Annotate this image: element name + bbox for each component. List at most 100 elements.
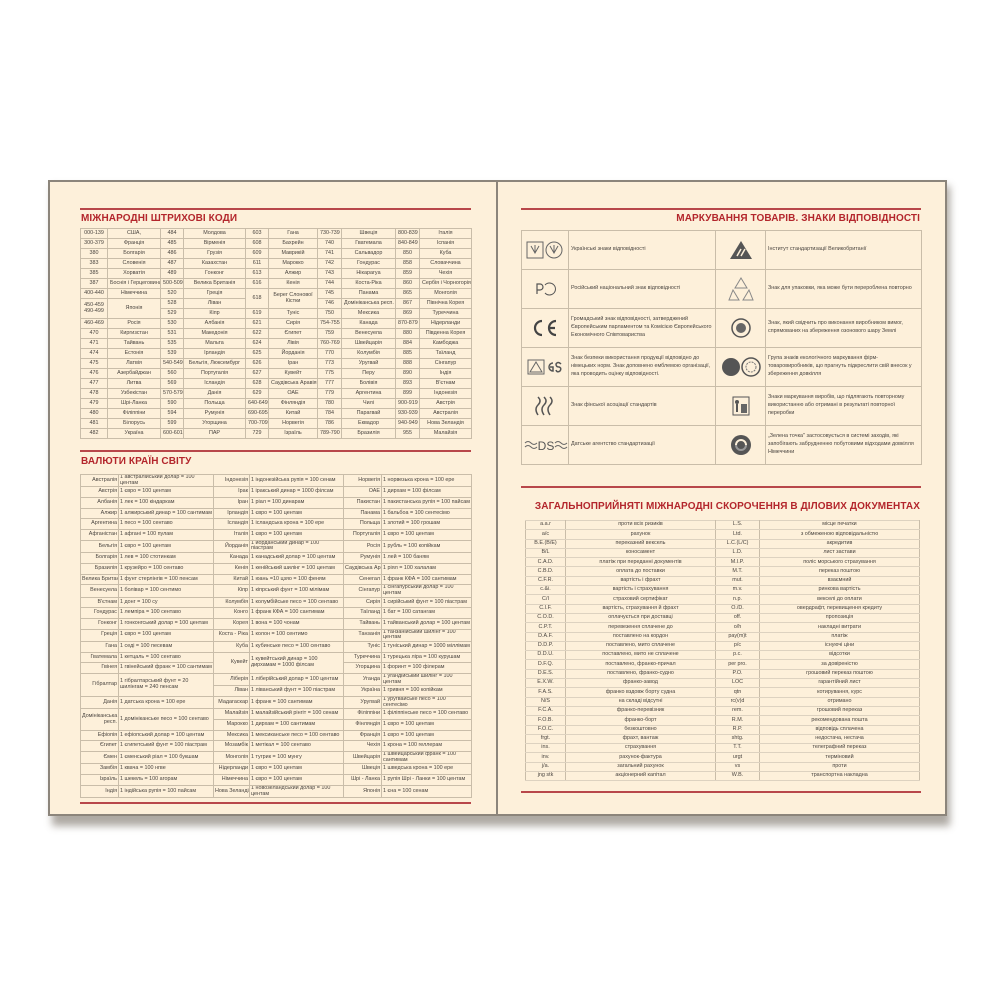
barcode-prefix: 540-549 xyxy=(160,358,184,369)
abbreviation: L.D. xyxy=(715,547,760,559)
barcode-prefix: 789-790 xyxy=(317,428,342,439)
barcode-prefix: 480 xyxy=(80,408,108,419)
abbreviation: C/I xyxy=(525,594,566,605)
table-row: F.O.C. безкоштовно R.P. відповідь сплачена xyxy=(525,724,920,735)
barcode-prefix: 741 xyxy=(317,248,342,259)
barcode-prefix: 888 xyxy=(395,358,420,369)
currency-rate: 1 угандійський шилінг = 100 центам xyxy=(381,672,472,687)
mark-icon-cell xyxy=(715,230,766,270)
barcode-prefix: 859 xyxy=(395,268,420,279)
barcode-prefix: 450-459 490-499 xyxy=(80,298,108,319)
barcode-country: Фінляндія xyxy=(268,398,318,409)
currency-country: Сирія xyxy=(343,596,382,609)
barcode-country: Гватемала xyxy=(341,238,396,249)
table-row: F.C.A. франко-перевізник rem. грошовий пере… xyxy=(525,705,920,717)
abbreviation-meaning: накладні витрати xyxy=(759,622,920,633)
currency-country: Ісландія xyxy=(213,518,250,531)
barcode-country: Індія xyxy=(419,368,472,379)
barcode-prefix: 955 xyxy=(395,428,420,439)
currency-rate: 1 євро = 100 центам xyxy=(249,507,344,520)
barcode-country: США, xyxy=(107,228,161,239)
currency-country: Канада xyxy=(213,552,250,564)
abbreviation: F.O.C. xyxy=(525,724,566,735)
barcode-country: Естонія xyxy=(107,348,161,359)
abbreviation: pay(m)t xyxy=(715,631,760,642)
currency-country: Алжир xyxy=(80,507,119,520)
currency-rate: 1 кувейтський динар = 100 дирхамам = 100… xyxy=(249,651,344,675)
barcode-country: Камбоджа xyxy=(419,338,472,349)
barcode-country: Словенія xyxy=(107,258,161,269)
barcodes-title: МІЖНАРОДНІ ШТРИХОВІ КОДИ xyxy=(81,213,238,224)
currency-country: Йорданія xyxy=(213,539,250,554)
currency-country: Кенія xyxy=(213,562,250,575)
currency-country: Австралія xyxy=(80,473,119,488)
abbreviations-table: a.a.r проти всіх ризиків L.S. місце печатки… xyxy=(525,519,920,782)
barcode-prefix: 870-879 xyxy=(395,318,420,329)
barcode-country: Україна xyxy=(107,428,161,439)
abbreviation-meaning: котирування, курс xyxy=(759,687,920,698)
barcode-prefix: 884 xyxy=(395,338,420,349)
barcode-prefix: 625 xyxy=(245,348,269,359)
gs-safety-mark-icon xyxy=(527,359,563,375)
table-row: Замбія 1 квача = 100 нгве Нідерланди 1 євро… xyxy=(80,763,472,776)
abbreviation-meaning: векселі до оплати xyxy=(759,594,920,605)
abbreviation: B/L xyxy=(525,547,566,559)
barcode-country: Туреччина xyxy=(419,308,472,319)
table-row: 400-440 Німеччина 520 Греція 618 Берег Слонов… xyxy=(80,288,472,309)
currency-rate: 1 єгипетський фунт = 100 піастрам xyxy=(118,740,214,753)
table-row: Болгарія 1 лев = 100 стотинкам Канада 1 кан… xyxy=(80,552,472,564)
currency-rate: 1 євро = 100 центам xyxy=(118,628,214,642)
currency-country: Єгипет xyxy=(80,740,119,753)
barcode-prefix: 539 xyxy=(160,348,184,359)
barcode-country: Тайвань xyxy=(107,338,161,349)
mark-icon-cell xyxy=(715,269,766,309)
table-row: Гонконг 1 гонконгський долар = 100 центам… xyxy=(80,617,472,630)
abbreviation: Ltd. xyxy=(715,529,760,540)
abbreviation: shtg. xyxy=(715,733,760,745)
barcode-prefix: 746 xyxy=(317,298,342,309)
barcode-prefix: 590 xyxy=(160,398,184,409)
barcode-country: Мексика xyxy=(341,308,396,319)
abbreviation-meaning: поліс морського страхування xyxy=(759,557,920,568)
table-row: D.A.F. поставлено на кордон pay(m)t платіж xyxy=(525,631,920,642)
abbreviation: F.C.A. xyxy=(525,705,566,717)
currency-rate: 1 малайзійський рінгіт = 100 сенам xyxy=(249,708,344,721)
abbreviation: inv. xyxy=(525,752,566,763)
barcode-prefix: 622 xyxy=(245,328,269,339)
barcode-country: Еквадор xyxy=(341,418,396,429)
currency-rate: 1 дирхам = 100 філсам xyxy=(381,486,472,499)
abbreviation-meaning: франко вздовж борту судна xyxy=(565,687,716,698)
barcode-prefix: 700-709 xyxy=(245,418,269,429)
barcode-prefix: 629 xyxy=(245,388,269,399)
currency-country: Фінляндія xyxy=(343,719,382,731)
barcode-prefix: 858 xyxy=(395,258,420,269)
abbreviation-meaning: на складі відсутні xyxy=(565,696,716,707)
section-rule xyxy=(521,486,921,488)
barcode-country: Куба xyxy=(419,248,472,259)
currency-rate: 1 туніський динар = 1000 міллімам xyxy=(381,640,472,653)
currency-rate: 1 донг = 100 су xyxy=(118,596,214,609)
barcode-country: Маврикій xyxy=(268,248,318,259)
barcode-prefix: 628 xyxy=(245,378,269,389)
currency-country: Кувейт xyxy=(213,651,250,675)
currency-country: Нідерланди xyxy=(213,763,250,776)
currency-country: Замбія xyxy=(80,763,119,776)
abbreviation-meaning: грошовий переказ xyxy=(759,705,920,717)
ds-logo-text: DS xyxy=(538,439,555,452)
currency-country: Домініканська респ. xyxy=(80,708,119,731)
barcode-prefix: 619 xyxy=(245,308,269,319)
table-row: Домініканська респ. 1 домініканське песо … xyxy=(80,708,472,731)
barcode-country: Сербія і Чорногорія xyxy=(419,278,472,289)
barcode-prefix: 608 xyxy=(245,238,269,249)
table-row: F.O.B. франко-борт R.M. рекомендована пошта xyxy=(525,715,920,726)
abbreviation: L.S. xyxy=(715,519,760,531)
table-row: 470 Киргизстан 531 Македонія 622 Єгипет 759 Вен… xyxy=(80,328,472,339)
currency-rate: 1 танзанійський шилінг = 100 центам xyxy=(381,628,472,642)
table-row: 474 Естонія 539 Ірландія 625 Йорданія 770 Колум… xyxy=(80,348,472,359)
abbreviation: W.B. xyxy=(715,770,760,782)
abbreviation-meaning: гарантійний лист xyxy=(759,678,920,689)
table-row: 383 Словенія 487 Казахстан 611 Марокко 742 Гонд… xyxy=(80,258,472,269)
barcode-prefix: 885 xyxy=(395,348,420,359)
mark-icon-cell xyxy=(715,386,766,426)
currency-country: Тайвань xyxy=(343,617,382,630)
